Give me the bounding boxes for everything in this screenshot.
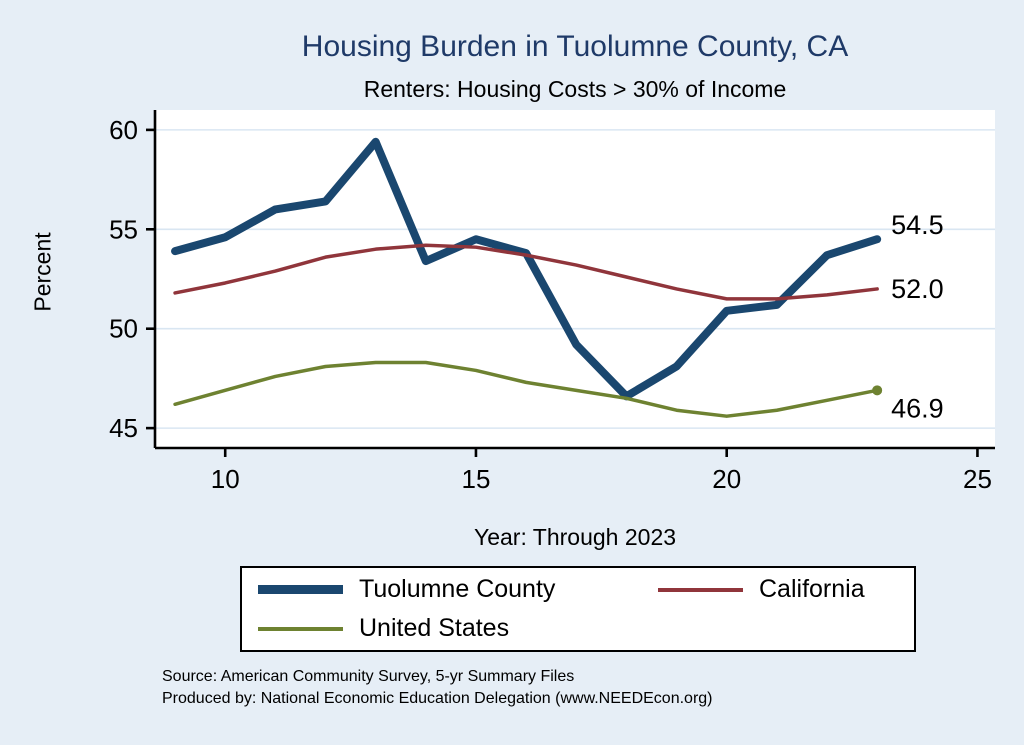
x-axis-title: Year: Through 2023 (473, 524, 677, 550)
united-states-line-swatch (258, 626, 343, 631)
chart-subtitle: Renters: Housing Costs > 30% of Income (363, 76, 787, 102)
plot-area (155, 110, 995, 448)
x-tick-label-20: 20 (712, 464, 741, 494)
x-tick-label-10: 10 (211, 464, 240, 494)
legend: Tuolumne County California United States (240, 566, 916, 652)
chart-title: Housing Burden in Tuolumne County, CA (301, 30, 849, 63)
y-tick-label-60: 60 (109, 115, 138, 145)
source-notes: Source: American Community Survey, 5-yr … (162, 666, 713, 709)
producer-line: Produced by: National Economic Education… (162, 689, 713, 707)
california-line-swatch (658, 587, 743, 592)
tuolumne-county-line-swatch (258, 585, 343, 594)
series-line-california (173, 243, 879, 301)
us-endpoint-dot (872, 385, 883, 396)
y-axis-title: Percent (29, 232, 56, 312)
end-value-label-california: 52.0 (891, 274, 944, 304)
series-line-tuolumne-county (171, 137, 882, 401)
x-tick-label-25: 25 (963, 464, 992, 494)
legend-item-united-states: United States (258, 614, 658, 643)
end-value-label-tuolumne-county: 54.5 (891, 210, 944, 240)
end-value-label-united-states: 46.9 (891, 393, 944, 423)
y-tick-label-55: 55 (109, 214, 138, 244)
legend-label-tuolumne-county: Tuolumne County (359, 575, 556, 603)
x-tick-label-15: 15 (461, 464, 490, 494)
legend-label-united-states: United States (359, 614, 510, 642)
y-tick-label-45: 45 (109, 413, 138, 443)
legend-item-tuolumne-county: Tuolumne County (258, 575, 658, 604)
legend-item-california: California (658, 575, 898, 604)
legend-label-california: California (759, 575, 865, 603)
source-line: Source: American Community Survey, 5-yr … (162, 668, 575, 685)
y-tick-label-50: 50 (109, 314, 138, 344)
series-line-united-states (173, 360, 879, 418)
